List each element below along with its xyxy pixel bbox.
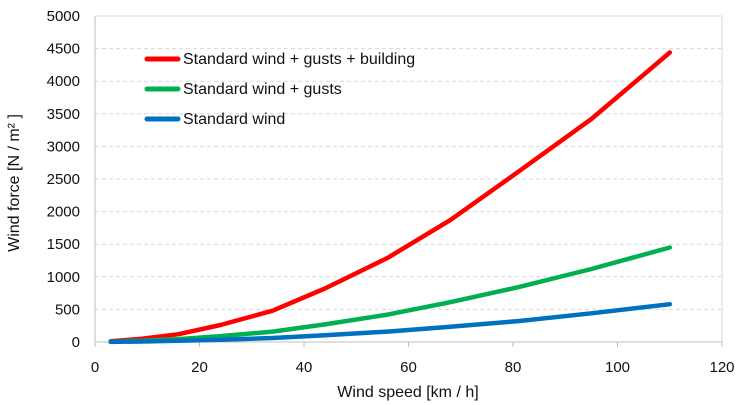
y-tick-label: 3000 [47, 138, 80, 155]
x-tick-label: 60 [400, 359, 417, 376]
x-axis-title: Wind speed [km / h] [337, 384, 478, 401]
y-tick-label: 2000 [47, 204, 80, 221]
legend-label: Standard wind + gusts [183, 81, 342, 98]
x-tick-label: 80 [505, 359, 522, 376]
x-tick-label: 20 [191, 359, 208, 376]
legend: Standard wind + gusts + building Standard… [144, 51, 415, 128]
x-tick-label: 0 [91, 359, 99, 376]
legend-label: Standard wind [183, 111, 285, 128]
series-line-0 [108, 50, 673, 344]
x-tick-label: 100 [605, 359, 630, 376]
y-axis-title: Wind force [N / m² ] [6, 114, 23, 252]
y-tick-label: 500 [55, 301, 80, 318]
legend-item: Standard wind [144, 111, 285, 128]
series-lines [108, 50, 673, 345]
legend-item: Standard wind + gusts [144, 81, 342, 98]
y-tick-label: 1000 [47, 269, 80, 286]
y-tick-label: 1500 [47, 236, 80, 253]
y-tick-label: 3500 [47, 106, 80, 123]
tick-labels: 0500100015002000250030003500400045005000… [47, 8, 735, 376]
y-tick-label: 5000 [47, 8, 80, 25]
legend-item: Standard wind + gusts + building [144, 51, 415, 68]
y-tick-label: 2500 [47, 171, 80, 188]
y-tick-label: 4500 [47, 41, 80, 58]
series-line-1 [108, 245, 673, 344]
x-tick-label: 120 [709, 359, 734, 376]
y-tick-label: 0 [72, 334, 80, 351]
legend-label: Standard wind + gusts + building [183, 51, 415, 68]
y-tick-label: 4000 [47, 73, 80, 90]
series-line-2 [108, 301, 673, 345]
x-tick-label: 40 [296, 359, 313, 376]
